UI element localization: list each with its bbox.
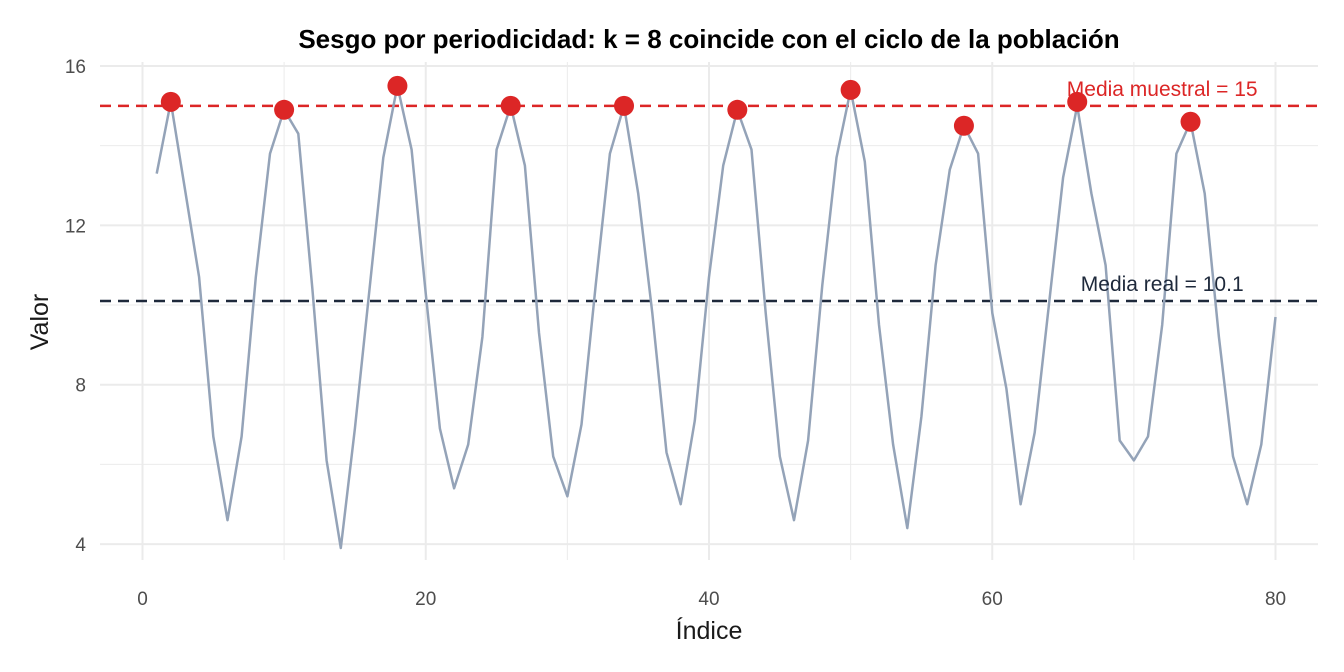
series-line-group [155, 84, 1277, 550]
y-tick-label: 12 [65, 216, 86, 237]
sample-point [727, 99, 748, 120]
x-tick-label: 20 [415, 589, 436, 610]
x-tick-label: 80 [1265, 589, 1286, 610]
x-tick-label: 40 [698, 589, 719, 610]
sample-point [387, 75, 408, 96]
sample-point [614, 95, 635, 116]
sample_mean-label: Media muestral = 15 [1067, 78, 1258, 101]
series-line [155, 84, 1277, 550]
y-tick-label: 8 [75, 376, 86, 397]
x-axis-title: Índice [676, 616, 743, 645]
grid [100, 62, 1318, 560]
reference-labels: Media muestral = 15 Media real = 10.1 [1067, 78, 1258, 296]
x-tick-label: 60 [982, 589, 1003, 610]
x-tick-label: 0 [137, 589, 148, 610]
y-tick-label: 16 [65, 57, 86, 78]
reference-lines [100, 104, 1318, 303]
true_mean-label: Media real = 10.1 [1081, 273, 1244, 296]
sample-point [274, 99, 295, 120]
sample-point [840, 79, 861, 100]
sample-points [160, 75, 1201, 136]
y-tick-label: 4 [75, 535, 86, 556]
tick-labels: 0 20 40 60 80 4 8 12 16 [65, 57, 1286, 610]
sample-point [160, 91, 181, 112]
sample-point [1067, 91, 1088, 112]
y-axis-title: Valor [26, 294, 54, 351]
sample-point [953, 115, 974, 136]
sample-point [500, 95, 521, 116]
chart-title: Sesgo por periodicidad: k = 8 coincide c… [298, 24, 1119, 54]
sample-point [1180, 111, 1201, 132]
